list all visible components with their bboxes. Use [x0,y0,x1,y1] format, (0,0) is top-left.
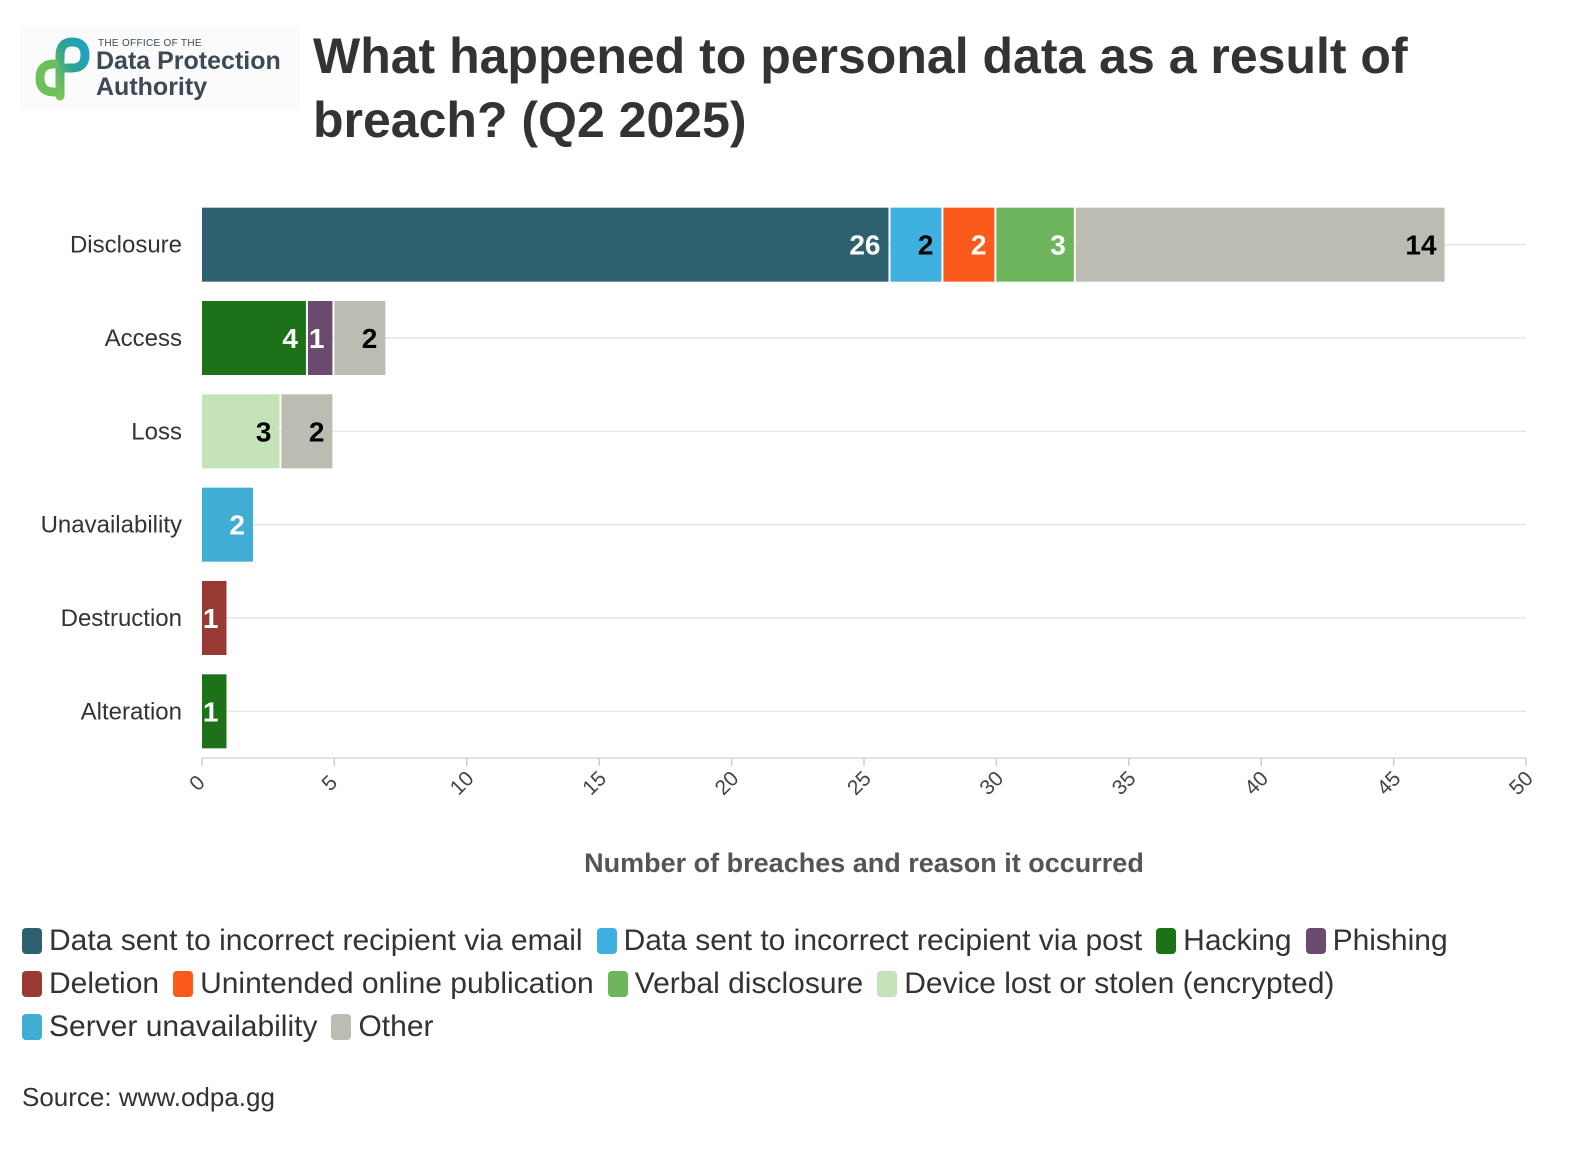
bar-segment [202,394,280,469]
bar-value-label: 26 [849,230,880,261]
legend-swatch [607,971,628,997]
bar-value-label: 14 [1405,230,1437,261]
bar-value-label: 1 [203,696,219,727]
legend-item[interactable]: Phishing [1305,922,1448,960]
category-label: Loss [131,418,182,445]
bar-segment [890,207,942,282]
legend-swatch [331,1014,352,1040]
bar-segment [281,394,333,469]
x-tick-label: 50 [1505,767,1538,800]
legend-item[interactable]: Deletion [22,965,159,1003]
x-tick-label: 25 [843,767,876,800]
legend-swatch [22,971,42,997]
bar-value-label: 3 [256,416,272,447]
bar-segment [202,487,253,562]
x-tick-label: 45 [1373,767,1406,800]
bar-segment [202,674,227,749]
legend-label: Unintended online publication [200,967,594,1000]
category-label: Alteration [81,698,182,725]
legend: Data sent to incorrect recipient via ema… [22,922,1562,1046]
legend-item[interactable]: Hacking [1156,922,1292,960]
legend-label: Verbal disclosure [634,967,864,1000]
bar-value-label: 2 [971,230,987,261]
bar-value-label: 2 [362,323,378,354]
category-label: Access [105,325,182,352]
bar-value-label: 2 [229,510,245,541]
legend-swatch [596,928,617,954]
bar-segment [202,581,227,655]
bar-segment [334,301,386,375]
bar-segment [202,301,306,375]
bar-value-label: 1 [309,323,325,354]
x-axis-ticks: 0 5 10 15 20 25 30 35 40 45 50 [185,758,1538,800]
logo-small-text: THE OFFICE OF THE [98,38,202,49]
legend-label: Hacking [1183,924,1292,957]
bar-value-label: 3 [1050,230,1066,261]
bar-segment [943,207,995,282]
x-tick-label: 10 [446,767,479,800]
legend-item[interactable]: Device lost or stolen (encrypted) [877,965,1334,1003]
x-tick-label: 20 [711,767,744,800]
legend-label: Deletion [49,967,160,1000]
bar-value-label: 4 [282,323,298,354]
gridlines [202,243,1526,759]
logo-mark-icon [35,37,90,101]
bar-value-label: 1 [203,603,219,634]
source-note: Source: www.odpa.gg [22,1082,275,1112]
bar-segment [1075,207,1445,282]
legend-label: Server unavailability [49,1010,318,1043]
legend-swatch [1305,928,1326,954]
bar-segment [996,207,1074,282]
legend-item[interactable]: Data sent to incorrect recipient via ema… [22,922,583,960]
legend-swatch [877,971,898,997]
x-axis-title: Number of breaches and reason it occurre… [584,848,1144,878]
logo-name: Data Protection Authority [96,47,281,101]
category-labels: Disclosure Access Loss Unavailability Destru… [41,232,182,726]
legend-swatch [173,971,194,997]
legend-swatch [22,1014,42,1040]
legend-label: Phishing [1332,924,1448,957]
x-tick-label: 40 [1240,767,1273,800]
x-tick-label: 5 [318,771,343,796]
x-tick-label: 30 [975,767,1008,800]
legend-item[interactable]: Data sent to incorrect recipient via pos… [596,922,1143,960]
legend-item[interactable]: Other [331,1008,434,1046]
bar-segment [202,207,889,282]
bar-value-label: 2 [918,230,934,261]
legend-label: Data sent to incorrect recipient via ema… [49,924,583,957]
legend-swatch [22,928,42,954]
x-tick-label: 0 [185,771,210,796]
category-label: Destruction [61,605,182,632]
category-label: Disclosure [70,232,182,259]
bar-value-label: 2 [309,416,325,447]
legend-item[interactable]: Verbal disclosure [607,965,864,1003]
legend-label: Data sent to incorrect recipient via pos… [623,924,1143,957]
x-tick-label: 15 [578,767,611,800]
category-label: Unavailability [41,512,182,539]
x-tick-label: 35 [1108,767,1141,800]
bar-segment [307,301,333,375]
legend-item[interactable]: Unintended online publication [173,965,594,1003]
chart-title: What happened to personal data as a resu… [313,28,1408,148]
legend-label: Other [358,1010,434,1043]
legend-swatch [1156,928,1177,954]
legend-item[interactable]: Server unavailability [22,1008,317,1046]
odpa-logo: THE OFFICE OF THE Data Protection Author… [20,26,300,110]
legend-label: Device lost or stolen (encrypted) [904,967,1335,1000]
